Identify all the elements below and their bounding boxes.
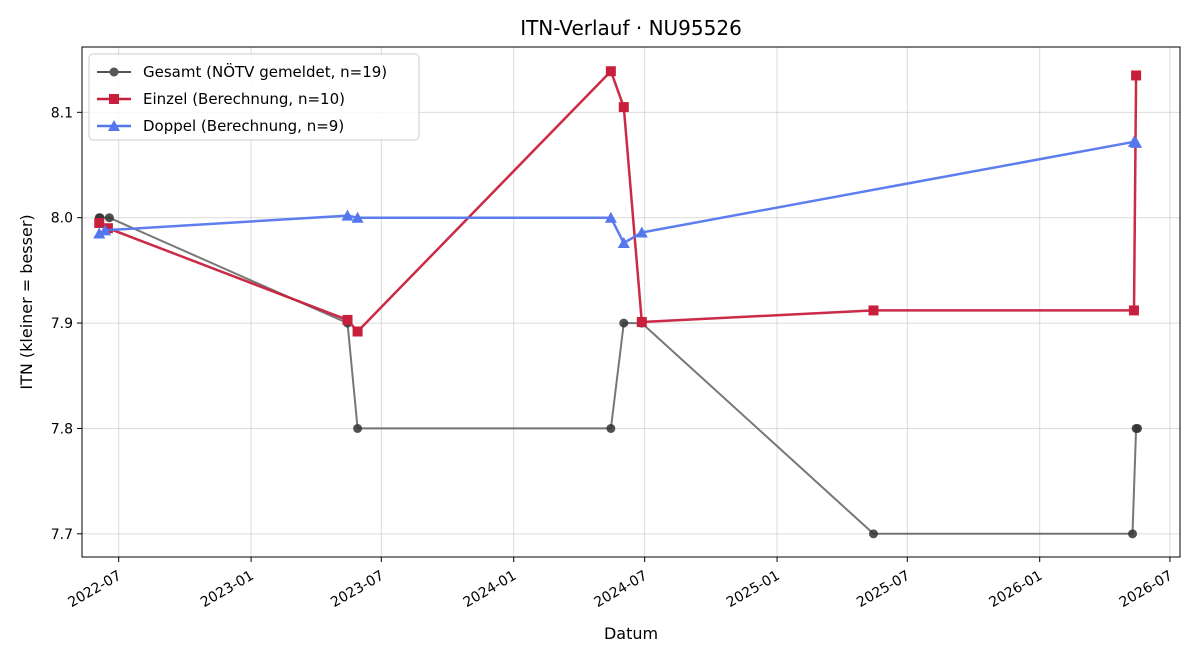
data-point (1128, 305, 1139, 316)
y-axis-label: ITN (kleiner = besser) (17, 214, 36, 389)
y-tick-label: 8.0 (51, 211, 73, 227)
data-point (606, 423, 616, 433)
data-point (93, 227, 106, 239)
data-point (99, 224, 112, 236)
legend-box (88, 53, 420, 141)
data-point (102, 223, 113, 234)
data-point (605, 66, 616, 77)
legend-marker (108, 120, 120, 131)
data-point (342, 314, 353, 325)
data-point (341, 209, 354, 221)
series-line (98, 69, 1138, 333)
data-point (618, 102, 629, 113)
data-point (635, 226, 648, 238)
data-point (104, 213, 114, 223)
data-point (1130, 136, 1143, 148)
data-point (352, 326, 363, 337)
data-point (604, 211, 617, 223)
legend-label: Einzel (Berechnung, n=10) (143, 90, 345, 108)
data-point (94, 217, 105, 228)
legend-label: Doppel (Berechnung, n=9) (143, 117, 344, 135)
series-square (94, 66, 1142, 337)
y-tick-label: 7.8 (51, 421, 73, 437)
chart-title: ITN-Verlauf · NU95526 (520, 16, 742, 40)
data-point (617, 236, 630, 248)
legend: Gesamt (NÖTV gemeldet, n=19) Einzel (Bere… (88, 53, 420, 141)
data-point (353, 423, 363, 433)
legend-marker (109, 94, 119, 104)
x-axis-label: Datum (604, 624, 658, 643)
data-point (868, 529, 878, 539)
data-point (619, 318, 629, 328)
series-triangle (93, 135, 1143, 248)
y-tick-label: 7.7 (51, 527, 73, 543)
series-layer (93, 66, 1143, 539)
data-point (636, 317, 647, 328)
data-point (351, 211, 364, 223)
y-tick-label: 7.9 (51, 316, 73, 332)
y-tick-label: 8.1 (51, 105, 73, 121)
data-point (868, 305, 879, 316)
y-axis: 7.7 7.8 7.9 8.0 8.1 (51, 105, 82, 543)
data-point (1131, 70, 1142, 81)
data-point (1133, 423, 1143, 433)
data-point (1128, 529, 1138, 539)
legend-label: Gesamt (NÖTV gemeldet, n=19) (143, 62, 387, 81)
plot-frame (81, 46, 1181, 558)
legend-marker (109, 67, 119, 77)
